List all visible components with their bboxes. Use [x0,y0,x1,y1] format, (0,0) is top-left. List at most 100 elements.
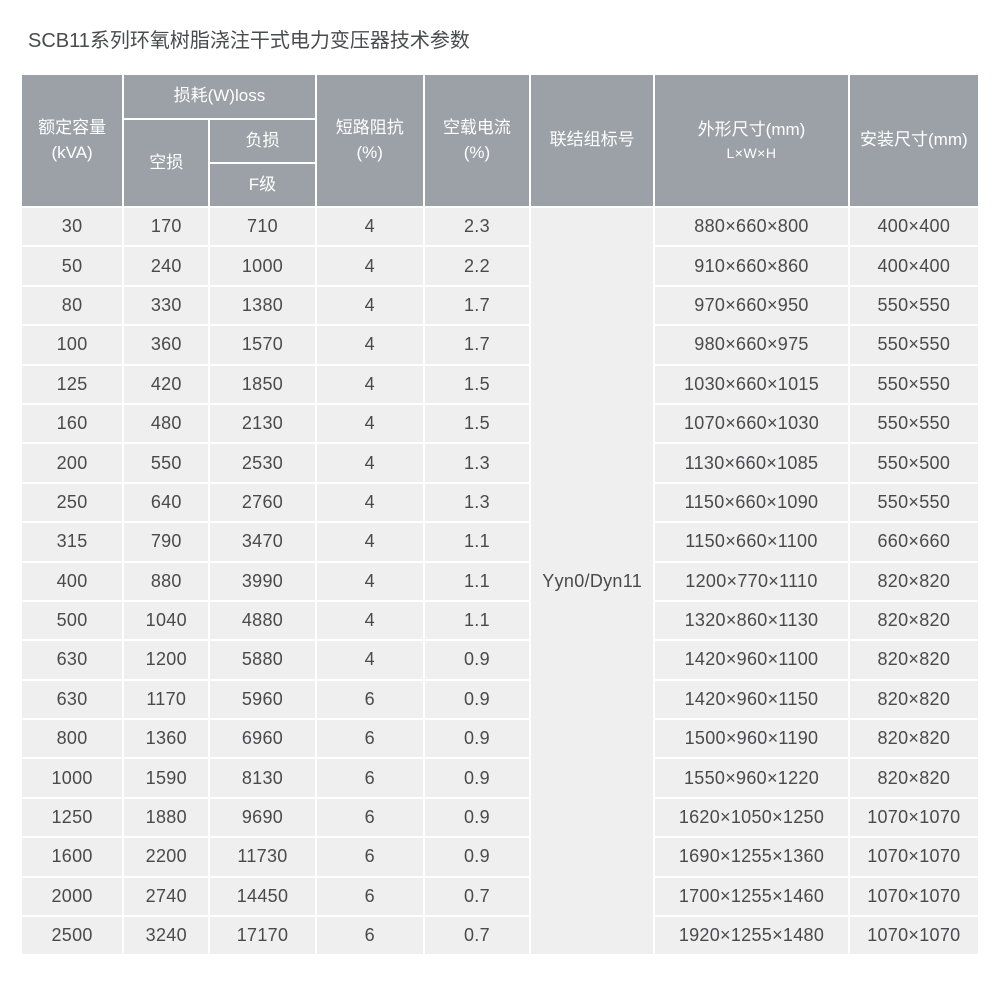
cell-rated-capacity: 2500 [19,915,125,957]
cell-install-dimensions: 1070×1070 [847,915,981,957]
cell-outline-dimensions: 1550×960×1220 [653,757,850,799]
cell-rated-capacity: 1000 [19,757,125,799]
table-row: 1000 1590 8130 6 0.9 1550×960×1220 820×820 [19,757,981,799]
header-f-class: F级 [208,162,317,208]
cell-no-load-current: 1.5 [422,402,532,445]
cell-load-loss: 4880 [208,599,317,642]
header-loss-group: 损耗(W)loss [122,73,317,120]
cell-install-dimensions: 820×820 [847,678,981,721]
table-row: 500 1040 4880 4 1.1 1320×860×1130 820×820 [19,599,981,642]
cell-impedance: 4 [314,442,425,484]
cell-vector-group: Yyn0/Dyn11 [529,205,656,957]
cell-outline-dimensions: 1420×960×1100 [653,639,850,681]
cell-no-load-loss: 2200 [122,836,211,878]
cell-no-load-loss: 640 [122,481,211,524]
cell-no-load-current: 1.3 [422,481,532,524]
cell-no-load-current: 1.3 [422,442,532,484]
header-rated-capacity: 额定容量 (kVA) [19,73,125,208]
cell-rated-capacity: 50 [19,245,125,287]
cell-no-load-loss: 1040 [122,599,211,642]
cell-install-dimensions: 550×550 [847,481,981,524]
cell-rated-capacity: 400 [19,560,125,602]
cell-outline-dimensions: 1320×860×1130 [653,599,850,642]
cell-impedance: 6 [314,678,425,721]
cell-install-dimensions: 550×550 [847,324,981,366]
cell-impedance: 6 [314,796,425,839]
cell-no-load-loss: 3240 [122,915,211,957]
table-row: 315 790 3470 4 1.1 1150×660×1100 660×660 [19,521,981,563]
cell-no-load-current: 0.9 [422,718,532,760]
table-row: 125 420 1850 4 1.5 1030×660×1015 550×550 [19,363,981,405]
cell-install-dimensions: 550×550 [847,363,981,405]
cell-no-load-loss: 360 [122,324,211,366]
header-row-1: 额定容量 (kVA) 损耗(W)loss 短路阻抗 (%) 空载电流 (%) 联… [19,73,981,208]
cell-outline-dimensions: 1420×960×1150 [653,678,850,721]
cell-no-load-loss: 550 [122,442,211,484]
cell-rated-capacity: 100 [19,324,125,366]
table-row: 50 240 1000 4 2.2 910×660×860 400×400 [19,245,981,287]
cell-outline-dimensions: 1500×960×1190 [653,718,850,760]
cell-impedance: 6 [314,836,425,878]
cell-rated-capacity: 500 [19,599,125,642]
table-row: 2000 2740 14450 6 0.7 1700×1255×1460 1070×1070 [19,875,981,918]
cell-install-dimensions: 400×400 [847,245,981,287]
table-row: 200 550 2530 4 1.3 1130×660×1085 550×500 [19,442,981,484]
cell-rated-capacity: 800 [19,718,125,760]
table-row: 30 170 710 4 2.3 Yyn0/Dyn11 880×660×800 400×400 [19,205,981,957]
cell-rated-capacity: 630 [19,639,125,681]
cell-install-dimensions: 820×820 [847,599,981,642]
cell-load-loss: 3470 [208,521,317,563]
header-row-3: F级 [21,162,979,208]
header-no-load-loss: 空损 [122,118,211,208]
cell-no-load-loss: 240 [122,245,211,287]
cell-no-load-loss: 2740 [122,875,211,918]
cell-install-dimensions: 660×660 [847,521,981,563]
table-row: 100 360 1570 4 1.7 980×660×975 550×550 [19,324,981,366]
table-row: 250 640 2760 4 1.3 1150×660×1090 550×550 [19,481,981,524]
spec-table-header: 额定容量 (kVA) 损耗(W)loss 短路阻抗 (%) 空载电流 (%) 联… [19,73,981,208]
cell-outline-dimensions: 1620×1050×1250 [653,796,850,839]
table-row: 80 330 1380 4 1.7 970×660×950 550×550 [19,284,981,327]
transformer-spec-table: 额定容量 (kVA) 损耗(W)loss 短路阻抗 (%) 空载电流 (%) 联… [19,73,981,957]
cell-install-dimensions: 820×820 [847,718,981,760]
cell-no-load-loss: 790 [122,521,211,563]
cell-load-loss: 710 [208,205,317,248]
cell-no-load-loss: 420 [122,363,211,405]
cell-load-loss: 1850 [208,363,317,405]
cell-impedance: 4 [314,599,425,642]
cell-load-loss: 5960 [208,678,317,721]
table-row: 160 480 2130 4 1.5 1070×660×1030 550×550 [19,402,981,445]
cell-no-load-current: 0.9 [422,639,532,681]
cell-load-loss: 9690 [208,796,317,839]
cell-impedance: 4 [314,205,425,248]
header-row-2: 空损 负损 [21,118,979,208]
cell-load-loss: 3990 [208,560,317,602]
cell-outline-dimensions: 980×660×975 [653,324,850,366]
cell-no-load-current: 1.1 [422,560,532,602]
cell-install-dimensions: 550×500 [847,442,981,484]
cell-impedance: 4 [314,481,425,524]
spec-table-body: 30 170 710 4 2.3 Yyn0/Dyn11 880×660×800 400×400… [19,205,981,957]
cell-no-load-current: 1.1 [422,521,532,563]
cell-load-loss: 1000 [208,245,317,287]
header-impedance-line1: 短路阻抗 [335,117,404,137]
cell-no-load-loss: 170 [122,205,211,248]
table-row: 800 1360 6960 6 0.9 1500×960×1190 820×820 [19,718,981,760]
header-outline-dimensions: 外形尺寸(mm) L×W×H [653,73,850,208]
header-no-load-current-line1: 空载电流 [442,117,511,137]
table-row: 630 1200 5880 4 0.9 1420×960×1100 820×820 [19,639,981,681]
cell-rated-capacity: 125 [19,363,125,405]
cell-install-dimensions: 550×550 [847,284,981,327]
cell-load-loss: 1570 [208,324,317,366]
cell-install-dimensions: 820×820 [847,560,981,602]
cell-rated-capacity: 250 [19,481,125,524]
cell-outline-dimensions: 1070×660×1030 [653,402,850,445]
table-row: 2500 3240 17170 6 0.7 1920×1255×1480 1070×1070 [19,915,981,957]
cell-install-dimensions: 550×550 [847,402,981,445]
cell-rated-capacity: 315 [19,521,125,563]
cell-outline-dimensions: 1030×660×1015 [653,363,850,405]
cell-impedance: 6 [314,875,425,918]
cell-no-load-current: 0.9 [422,796,532,839]
cell-no-load-loss: 1170 [122,678,211,721]
table-row: 400 880 3990 4 1.1 1200×770×1110 820×820 [19,560,981,602]
